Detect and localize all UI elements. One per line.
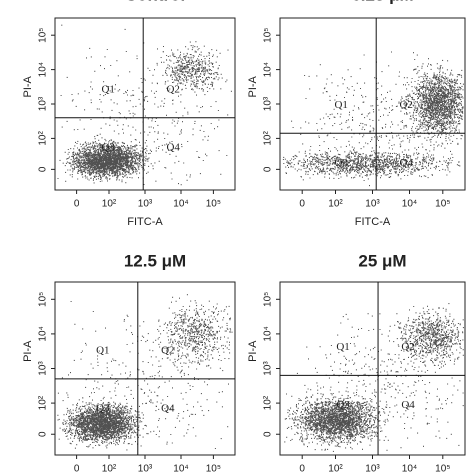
x-tick-label: 10⁵	[206, 464, 221, 474]
quadrant-label: Q2	[166, 83, 179, 95]
x-tick-label: 10²	[328, 464, 343, 474]
quadrant-label: Q4	[161, 402, 175, 414]
event-dots	[282, 51, 464, 187]
y-axis-label: PI-A	[22, 340, 34, 362]
quadrant-label: Q2	[401, 341, 414, 353]
y-tick-label: 10⁴	[263, 62, 274, 77]
flow-panel: 12.5 μM Q1 Q2 Q3 Q4 0 10² 10³ 10⁴ 10⁵ 10⁵ 10⁴ 10³ 10²…	[22, 251, 236, 474]
x-tick-label: 10²	[102, 199, 117, 210]
panel-title: 25 μM	[358, 251, 406, 270]
flow-panel: Control Q1 Q2 Q3 Q4 0 10² 10³ 10⁴ 10⁵ 10⁵ 10⁴ 10³ 10²…	[22, 0, 236, 228]
quadrant-label: Q4	[399, 157, 413, 169]
y-tick-label: 10³	[263, 361, 274, 376]
x-tick-label: 10⁴	[173, 464, 188, 474]
quadrant-label: Q4	[401, 399, 415, 411]
y-tick-label: 0	[263, 166, 274, 172]
y-tick-label: 0	[263, 431, 274, 437]
x-axis-label: FITC-A	[127, 216, 163, 228]
panel-title: 6.25 μM	[351, 0, 413, 4]
x-axis-label: FITC-A	[355, 216, 391, 228]
x-tick-label: 0	[299, 199, 305, 210]
y-tick-label: 10²	[38, 395, 49, 410]
x-tick-label: 10²	[102, 464, 117, 474]
y-tick-label: 10³	[263, 96, 274, 111]
x-tick-label: 10⁴	[402, 199, 417, 210]
y-tick-label: 10⁵	[38, 292, 49, 307]
y-tick-label: 10³	[38, 96, 49, 111]
x-tick-label: 10³	[365, 464, 380, 474]
y-tick-label: 0	[38, 431, 49, 437]
x-tick-label: 10³	[138, 464, 153, 474]
event-dots	[57, 24, 232, 186]
panel-title: 12.5 μM	[124, 251, 186, 270]
y-tick-label: 10²	[263, 131, 274, 146]
quadrant-label: Q1	[334, 99, 347, 111]
x-tick-label: 10⁵	[435, 199, 450, 210]
y-axis-label: PI-A	[247, 75, 259, 97]
event-dots	[57, 294, 233, 451]
x-tick-label: 10²	[328, 199, 343, 210]
y-tick-label: 10²	[38, 131, 49, 146]
x-tick-label: 10³	[138, 199, 153, 210]
y-tick-label: 10⁵	[263, 292, 274, 307]
y-tick-label: 10⁴	[263, 326, 274, 341]
quadrant-label: Q3	[96, 402, 110, 414]
quadrant-label: Q2	[161, 344, 174, 356]
y-tick-label: 10⁴	[38, 326, 49, 341]
y-tick-label: 10³	[38, 361, 49, 376]
x-tick-label: 0	[74, 464, 80, 474]
x-tick-label: 10⁵	[435, 464, 450, 474]
flow-panel: 25 μMQ1Q2Q3Q4010²10³10⁴10⁵10⁵10⁴10³10²0F…	[247, 251, 466, 474]
x-tick-label: 10⁴	[173, 199, 188, 210]
y-tick-label: 10⁵	[263, 28, 274, 43]
x-tick-label: 10⁵	[206, 199, 221, 210]
x-tick-label: 10³	[365, 199, 380, 210]
panel-title: Control	[125, 0, 185, 4]
x-tick-label: 0	[74, 199, 80, 210]
quadrant-label: Q3	[336, 399, 350, 411]
y-axis-label: PI-A	[247, 340, 259, 362]
event-dots	[284, 303, 464, 452]
quadrant-label: Q3	[334, 157, 348, 169]
quadrant-label: Q1	[101, 83, 114, 95]
quadrant-label: Q1	[336, 341, 349, 353]
y-tick-label: 10⁴	[38, 62, 49, 77]
y-tick-label: 10⁵	[38, 28, 49, 43]
quadrant-label: Q2	[399, 99, 412, 111]
x-tick-label: 0	[299, 464, 305, 474]
quadrant-label: Q1	[96, 344, 109, 356]
y-axis-label: PI-A	[22, 75, 34, 97]
quadrant-label: Q3	[101, 141, 115, 153]
y-tick-label: 10²	[263, 395, 274, 410]
flow-panel: 6.25 μM Q1 Q2 Q3 Q4 0 10² 10³ 10⁴ 10⁵ 10⁵ 10⁴ 10³ 10²…	[247, 0, 466, 228]
y-tick-label: 0	[38, 166, 49, 172]
quadrant-label: Q4	[166, 141, 180, 153]
x-tick-label: 10⁴	[402, 464, 417, 474]
